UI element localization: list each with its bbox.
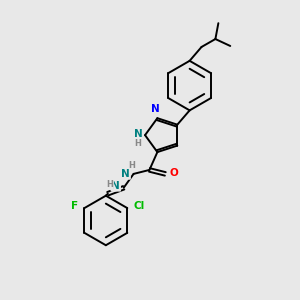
Text: H: H <box>128 161 135 170</box>
Text: F: F <box>71 201 78 211</box>
Text: N: N <box>111 181 120 191</box>
Text: O: O <box>170 168 178 178</box>
Text: N: N <box>121 169 130 179</box>
Text: N: N <box>134 129 142 139</box>
Text: Cl: Cl <box>134 201 145 211</box>
Text: H: H <box>106 180 113 189</box>
Text: H: H <box>135 139 142 148</box>
Text: N: N <box>151 104 160 114</box>
